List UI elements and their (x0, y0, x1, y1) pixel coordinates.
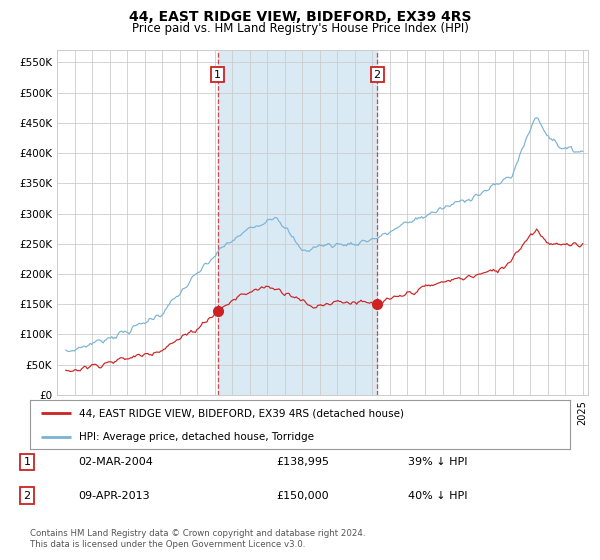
Text: 44, EAST RIDGE VIEW, BIDEFORD, EX39 4RS (detached house): 44, EAST RIDGE VIEW, BIDEFORD, EX39 4RS … (79, 408, 404, 418)
Text: 09-APR-2013: 09-APR-2013 (78, 491, 149, 501)
Bar (218, 50, 377, 395)
Text: 44, EAST RIDGE VIEW, BIDEFORD, EX39 4RS: 44, EAST RIDGE VIEW, BIDEFORD, EX39 4RS (129, 10, 471, 24)
Text: 40% ↓ HPI: 40% ↓ HPI (408, 491, 467, 501)
Text: 1: 1 (214, 69, 221, 80)
Text: 2: 2 (374, 69, 381, 80)
Text: Price paid vs. HM Land Registry's House Price Index (HPI): Price paid vs. HM Land Registry's House … (131, 22, 469, 35)
Text: 1: 1 (23, 457, 31, 467)
Text: 2: 2 (23, 491, 31, 501)
Text: 39% ↓ HPI: 39% ↓ HPI (408, 457, 467, 467)
Text: £138,995: £138,995 (276, 457, 329, 467)
Text: £150,000: £150,000 (276, 491, 329, 501)
Text: 02-MAR-2004: 02-MAR-2004 (78, 457, 153, 467)
Text: HPI: Average price, detached house, Torridge: HPI: Average price, detached house, Torr… (79, 432, 314, 442)
Text: Contains HM Land Registry data © Crown copyright and database right 2024.
This d: Contains HM Land Registry data © Crown c… (30, 529, 365, 549)
